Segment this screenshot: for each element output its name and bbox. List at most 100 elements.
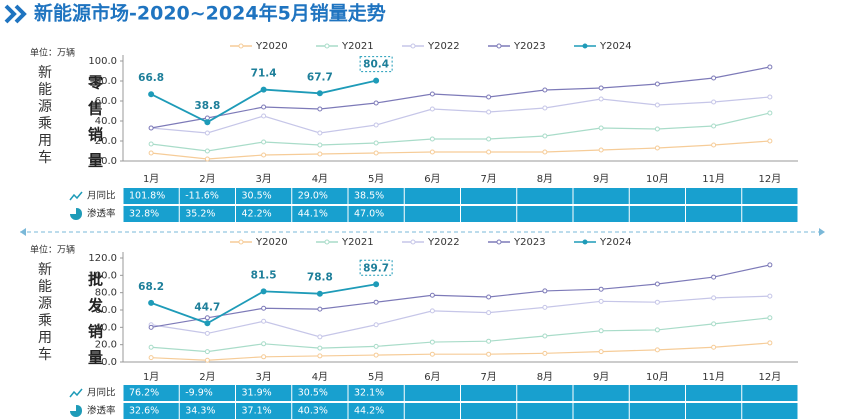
data-label: 71.4 <box>251 68 277 80</box>
table-cell <box>573 385 629 401</box>
point <box>486 136 492 142</box>
x-tick-label: 8月 <box>537 371 553 383</box>
point <box>261 305 267 311</box>
y-tick-label: 100.0 <box>88 270 117 281</box>
x-tick-label: 7月 <box>480 173 496 185</box>
x-tick-label: 3月 <box>255 371 271 383</box>
side-label-char: 新 <box>38 262 52 278</box>
metric-label-char: 发 <box>87 297 104 315</box>
point <box>261 354 267 360</box>
point <box>429 149 435 155</box>
point <box>317 130 323 136</box>
metric-label-char: 量 <box>88 152 103 170</box>
point <box>542 149 548 155</box>
table-cell <box>292 206 348 222</box>
point <box>767 340 773 346</box>
point <box>711 274 717 280</box>
point <box>654 81 660 87</box>
point <box>317 142 323 148</box>
cell-text: 47.0% <box>354 209 384 220</box>
y-tick-label: 0.0 <box>101 156 117 167</box>
data-label: 38.8 <box>194 100 220 112</box>
legend-marker <box>238 239 244 245</box>
table-cell <box>461 403 517 419</box>
unit-label: 单位：万辆 <box>30 47 75 59</box>
point <box>373 343 379 349</box>
series-line <box>151 66 770 129</box>
cell-text: -9.9% <box>185 388 213 399</box>
legend-marker <box>582 43 588 49</box>
point <box>486 109 492 115</box>
point <box>654 347 660 353</box>
table-cell <box>123 206 179 222</box>
data-label: 67.7 <box>307 71 333 83</box>
table-cell <box>686 403 742 419</box>
point <box>711 123 717 129</box>
legend-marker <box>410 239 416 245</box>
point <box>542 87 548 93</box>
y-tick-label: 80.0 <box>95 288 117 299</box>
point <box>261 104 267 110</box>
point <box>429 351 435 357</box>
x-tick-label: 8月 <box>537 173 553 185</box>
y-tick-label: 0.0 <box>101 357 117 368</box>
point <box>148 150 154 156</box>
point <box>373 150 379 156</box>
point <box>542 333 548 339</box>
point <box>316 90 323 97</box>
cell-text: 31.9% <box>242 388 272 399</box>
point <box>598 286 604 292</box>
table-cell <box>348 206 404 222</box>
cell-text: 35.2% <box>185 209 215 220</box>
metric-label-char: 销 <box>88 323 103 341</box>
legend-marker <box>324 43 330 49</box>
table-cell <box>461 206 517 222</box>
table-cell <box>573 188 629 204</box>
legend-marker <box>238 43 244 49</box>
table-cell <box>404 188 460 204</box>
point <box>767 315 773 321</box>
x-tick-label: 4月 <box>312 371 328 383</box>
cell-text: 37.1% <box>242 406 272 417</box>
point <box>654 145 660 151</box>
table-cell <box>517 188 573 204</box>
point <box>542 288 548 294</box>
y-tick-label: 60.0 <box>95 305 117 316</box>
point <box>542 304 548 310</box>
legend-label: Y2020 <box>255 237 288 248</box>
metric-label-char: 量 <box>88 349 103 367</box>
point <box>373 352 379 358</box>
point <box>261 139 267 145</box>
x-tick-label: 10月 <box>646 371 669 383</box>
table-cell <box>179 188 235 204</box>
point <box>598 125 604 131</box>
table-cell <box>348 403 404 419</box>
x-tick-label: 3月 <box>255 173 271 185</box>
series-line <box>151 140 770 160</box>
point <box>148 299 155 306</box>
label-box <box>359 259 393 276</box>
point <box>204 320 211 327</box>
point <box>711 321 717 327</box>
point <box>317 106 323 112</box>
table-cell <box>573 206 629 222</box>
point <box>429 339 435 345</box>
table-cell <box>123 403 179 419</box>
x-tick-label: 11月 <box>702 173 725 185</box>
point <box>373 122 379 128</box>
point <box>429 308 435 314</box>
legend-marker <box>410 43 416 49</box>
point <box>148 324 154 330</box>
point <box>486 149 492 155</box>
side-label-char: 能 <box>38 279 52 295</box>
x-tick-label: 11月 <box>702 371 725 383</box>
cell-text: 30.5% <box>298 388 328 399</box>
point <box>429 106 435 112</box>
legend-label: Y2021 <box>341 41 374 52</box>
cell-text: 32.1% <box>354 388 384 399</box>
x-tick-label: 9月 <box>593 173 609 185</box>
table-cell <box>517 403 573 419</box>
table-cell <box>629 206 685 222</box>
x-tick-label: 6月 <box>424 173 440 185</box>
point <box>654 299 660 305</box>
